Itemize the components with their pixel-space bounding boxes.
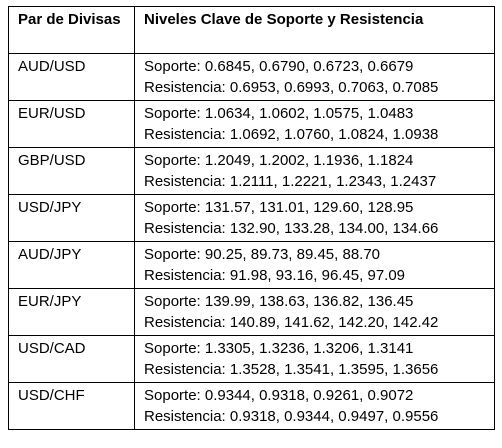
support-levels: Soporte: 90.25, 89.73, 89.45, 88.70 <box>144 246 381 263</box>
table-header-row: Par de Divisas Niveles Clave de Soporte … <box>8 6 495 54</box>
levels-cell: Soporte: 139.99, 138.63, 136.82, 136.45 … <box>134 288 495 336</box>
pair-cell: EUR/USD <box>8 100 135 148</box>
table-row: EUR/JPY Soporte: 139.99, 138.63, 136.82,… <box>8 288 495 336</box>
resistance-levels: Resistencia: 0.6953, 0.6993, 0.7063, 0.7… <box>144 79 439 96</box>
resistance-levels: Resistencia: 0.9318, 0.9344, 0.9497, 0.9… <box>144 408 439 425</box>
resistance-levels: Resistencia: 1.2111, 1.2221, 1.2343, 1.2… <box>144 173 437 190</box>
support-levels: Soporte: 1.2049, 1.2002, 1.1936, 1.1824 <box>144 152 414 169</box>
table-row: AUD/JPY Soporte: 90.25, 89.73, 89.45, 88… <box>8 241 495 289</box>
resistance-levels: Resistencia: 91.98, 93.16, 96.45, 97.09 <box>144 267 406 284</box>
pair-cell: USD/CHF <box>8 382 135 430</box>
support-levels: Soporte: 1.0634, 1.0602, 1.0575, 1.0483 <box>144 105 414 122</box>
pair-cell: AUD/USD <box>8 53 135 101</box>
header-key-levels: Niveles Clave de Soporte y Resistencia <box>134 6 495 54</box>
levels-cell: Soporte: 131.57, 131.01, 129.60, 128.95 … <box>134 194 495 242</box>
table-row: AUD/USD Soporte: 0.6845, 0.6790, 0.6723,… <box>8 53 495 101</box>
support-resistance-table: Par de Divisas Niveles Clave de Soporte … <box>8 6 495 430</box>
support-levels: Soporte: 0.6845, 0.6790, 0.6723, 0.6679 <box>144 58 414 75</box>
table-row: USD/CHF Soporte: 0.9344, 0.9318, 0.9261,… <box>8 382 495 430</box>
table-row: EUR/USD Soporte: 1.0634, 1.0602, 1.0575,… <box>8 100 495 148</box>
resistance-levels: Resistencia: 1.3528, 1.3541, 1.3595, 1.3… <box>144 361 439 378</box>
levels-cell: Soporte: 1.0634, 1.0602, 1.0575, 1.0483 … <box>134 100 495 148</box>
table-row: USD/JPY Soporte: 131.57, 131.01, 129.60,… <box>8 194 495 242</box>
support-levels: Soporte: 139.99, 138.63, 136.82, 136.45 <box>144 293 414 310</box>
support-levels: Soporte: 1.3305, 1.3236, 1.3206, 1.3141 <box>144 340 414 357</box>
resistance-levels: Resistencia: 1.0692, 1.0760, 1.0824, 1.0… <box>144 126 439 143</box>
pair-cell: USD/JPY <box>8 194 135 242</box>
levels-cell: Soporte: 0.9344, 0.9318, 0.9261, 0.9072 … <box>134 382 495 430</box>
pair-cell: AUD/JPY <box>8 241 135 289</box>
levels-cell: Soporte: 1.3305, 1.3236, 1.3206, 1.3141 … <box>134 335 495 383</box>
resistance-levels: Resistencia: 132.90, 133.28, 134.00, 134… <box>144 220 439 237</box>
pair-cell: GBP/USD <box>8 147 135 195</box>
table-row: USD/CAD Soporte: 1.3305, 1.3236, 1.3206,… <box>8 335 495 383</box>
levels-cell: Soporte: 90.25, 89.73, 89.45, 88.70 Resi… <box>134 241 495 289</box>
support-levels: Soporte: 0.9344, 0.9318, 0.9261, 0.9072 <box>144 387 414 404</box>
pair-cell: USD/CAD <box>8 335 135 383</box>
levels-cell: Soporte: 1.2049, 1.2002, 1.1936, 1.1824 … <box>134 147 495 195</box>
support-levels: Soporte: 131.57, 131.01, 129.60, 128.95 <box>144 199 414 216</box>
resistance-levels: Resistencia: 140.89, 141.62, 142.20, 142… <box>144 314 439 331</box>
pair-cell: EUR/JPY <box>8 288 135 336</box>
header-currency-pair: Par de Divisas <box>8 6 135 54</box>
levels-cell: Soporte: 0.6845, 0.6790, 0.6723, 0.6679 … <box>134 53 495 101</box>
table-row: GBP/USD Soporte: 1.2049, 1.2002, 1.1936,… <box>8 147 495 195</box>
